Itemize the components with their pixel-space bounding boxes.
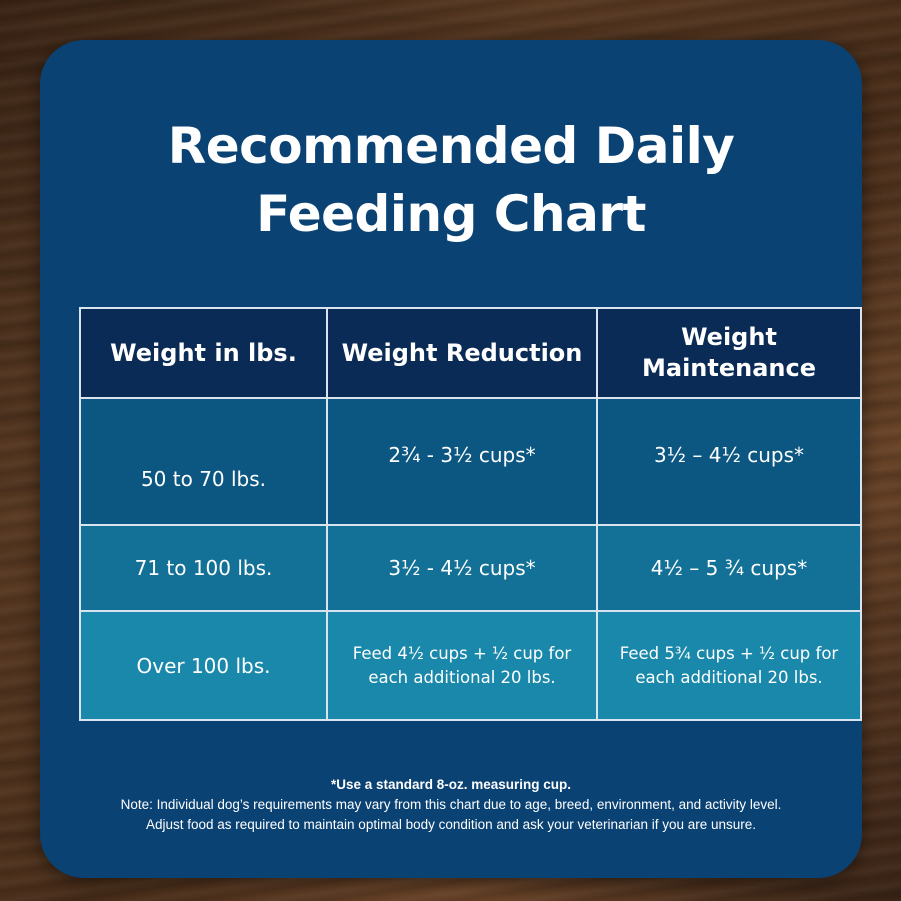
cell-reduction: Feed 4½ cups + ½ cup for each additional… [326,610,598,721]
cell-reduction: 3½ - 4½ cups* [326,524,598,612]
cell-maintenance: 3½ – 4½ cups* [596,397,862,526]
cell-weight: Over 100 lbs. [79,610,328,721]
header-weight: Weight in lbs. [79,307,328,399]
cell-maintenance: 4½ – 5 ¾ cups* [596,524,862,612]
feeding-table: Weight in lbs. Weight Reduction Weight M… [79,307,862,721]
footnote-note-line2: Adjust food as required to maintain opti… [145,817,757,832]
cell-weight: 71 to 100 lbs. [79,524,328,612]
chart-title: Recommended Daily Feeding Chart [40,112,862,248]
table-header-row: Weight in lbs. Weight Reduction Weight M… [79,307,862,399]
cell-maintenance-line2: each additional 20 lbs. [635,667,823,687]
cell-reduction-line1: Feed 4½ cups + ½ cup for [352,643,572,663]
table-row: 71 to 100 lbs. 3½ - 4½ cups* 4½ – 5 ¾ cu… [79,524,862,612]
cell-weight: 50 to 70 lbs. [79,397,328,526]
table-row: 50 to 70 lbs. 2¾ - 3½ cups* 3½ – 4½ cups… [79,397,862,526]
cell-reduction: 2¾ - 3½ cups* [326,397,598,526]
cell-maintenance: Feed 5¾ cups + ½ cup for each additional… [596,610,862,721]
cell-maintenance-line1: Feed 5¾ cups + ½ cup for [619,643,839,663]
footnote: *Use a standard 8-oz. measuring cup. Not… [40,775,862,835]
footnote-measuring-cup: *Use a standard 8-oz. measuring cup. [330,777,572,792]
footnote-note-line1: Note: Individual dog’s requirements may … [120,797,782,812]
table-row: Over 100 lbs. Feed 4½ cups + ½ cup for e… [79,610,862,721]
chart-title-line2: Feeding Chart [256,185,646,243]
chart-title-line1: Recommended Daily [167,117,735,175]
header-weight-maintenance: Weight Maintenance [596,307,862,399]
cell-reduction-line2: each additional 20 lbs. [368,667,556,687]
header-weight-reduction: Weight Reduction [326,307,598,399]
feeding-chart-card: Recommended Daily Feeding Chart Weight i… [40,40,862,878]
